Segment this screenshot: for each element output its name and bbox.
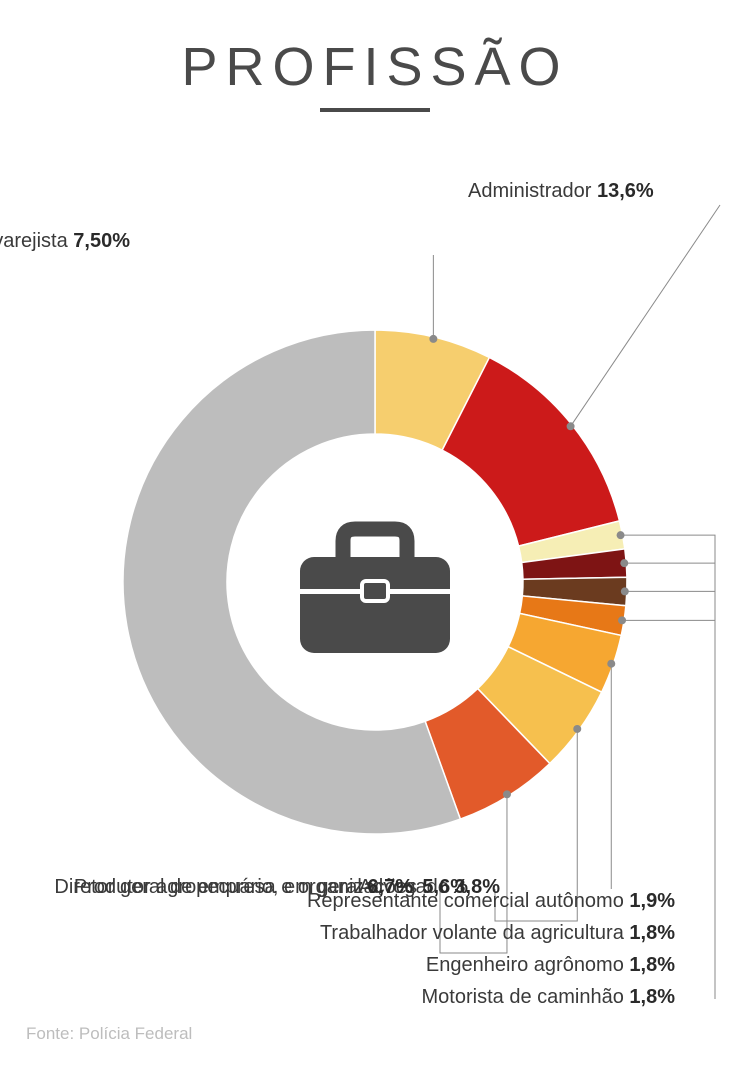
- label-pct: 6,7%: [367, 876, 413, 898]
- label-engenheiro: Engenheiro agrônomo 1,8%: [426, 954, 675, 977]
- leader-line: [622, 620, 715, 903]
- source-text: Fonte: Polícia Federal: [26, 1024, 192, 1044]
- chart-container: Administrador 13,6% Comerciante varejista…: [0, 0, 750, 1074]
- leader-dot: [607, 660, 615, 668]
- leader-line: [625, 591, 715, 935]
- leader-dot: [617, 531, 625, 539]
- label-pct: 1,8%: [629, 922, 675, 944]
- label-produtor: Produtor agropecuário, em geral 6,7%: [74, 876, 413, 899]
- label-name: Motorista de caminhão: [422, 986, 624, 1008]
- leader-dot: [618, 616, 626, 624]
- label-administrador: Administrador 13,6%: [468, 180, 654, 203]
- leader-dot: [567, 422, 575, 430]
- label-pct: 1,8%: [629, 954, 675, 976]
- label-name: Comerciante varejista: [0, 230, 68, 252]
- leader-line: [571, 205, 720, 426]
- label-name: Trabalhador volante da agricultura: [320, 922, 624, 944]
- label-name: Produtor agropecuário, em geral: [74, 876, 362, 898]
- label-pct: 7,50%: [73, 230, 130, 252]
- label-comerciante: Comerciante varejista 7,50%: [0, 230, 130, 253]
- leader-dot: [573, 725, 581, 733]
- leader-dot: [620, 559, 628, 567]
- label-motorista: Motorista de caminhão 1,8%: [422, 986, 675, 1009]
- label-trabalhador: Trabalhador volante da agricultura 1,8%: [320, 922, 675, 945]
- label-name: Engenheiro agrônomo: [426, 954, 624, 976]
- leader-dot: [503, 790, 511, 798]
- leader-dot: [621, 587, 629, 595]
- label-pct: 5,6%: [422, 876, 468, 898]
- label-pct: 13,6%: [597, 180, 654, 202]
- label-pct: 1,9%: [629, 890, 675, 912]
- label-pct: 1,8%: [629, 986, 675, 1008]
- leader-dot: [429, 335, 437, 343]
- label-name: Administrador: [468, 180, 591, 202]
